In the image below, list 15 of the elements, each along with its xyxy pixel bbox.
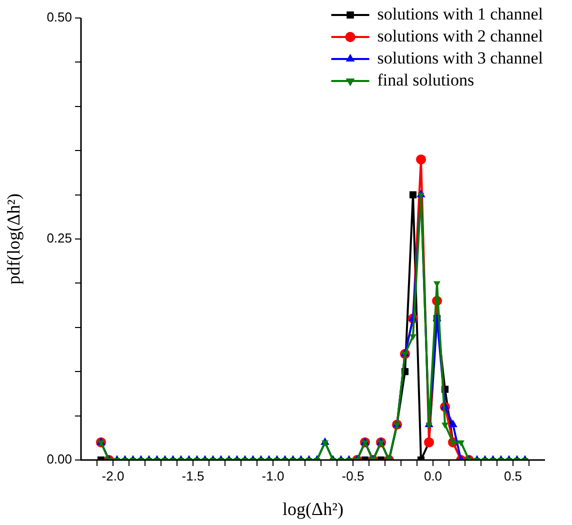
y-tick-label: 0.25 bbox=[46, 230, 72, 246]
y-tick-label: 0.00 bbox=[46, 452, 72, 467]
x-tick-label: -0.5 bbox=[342, 468, 364, 484]
x-tick-label: 0.0 bbox=[424, 468, 442, 484]
y-tick-label: 0.50 bbox=[46, 10, 72, 25]
legend-label: solutions with 3 channel bbox=[377, 48, 544, 68]
x-tick-label: 0.5 bbox=[504, 468, 522, 484]
legend-label: solutions with 2 channel bbox=[377, 26, 544, 46]
x-tick-label: -2.0 bbox=[102, 468, 124, 484]
x-tick-label: -1.0 bbox=[262, 468, 284, 484]
y-axis-title: pdf(log(Δh²) bbox=[4, 194, 24, 284]
legend-label: final solutions bbox=[377, 70, 474, 90]
legend-label: solutions with 1 channel bbox=[377, 4, 544, 24]
x-tick-label: -1.5 bbox=[182, 468, 204, 484]
x-axis-title: log(Δh²) bbox=[282, 498, 344, 519]
